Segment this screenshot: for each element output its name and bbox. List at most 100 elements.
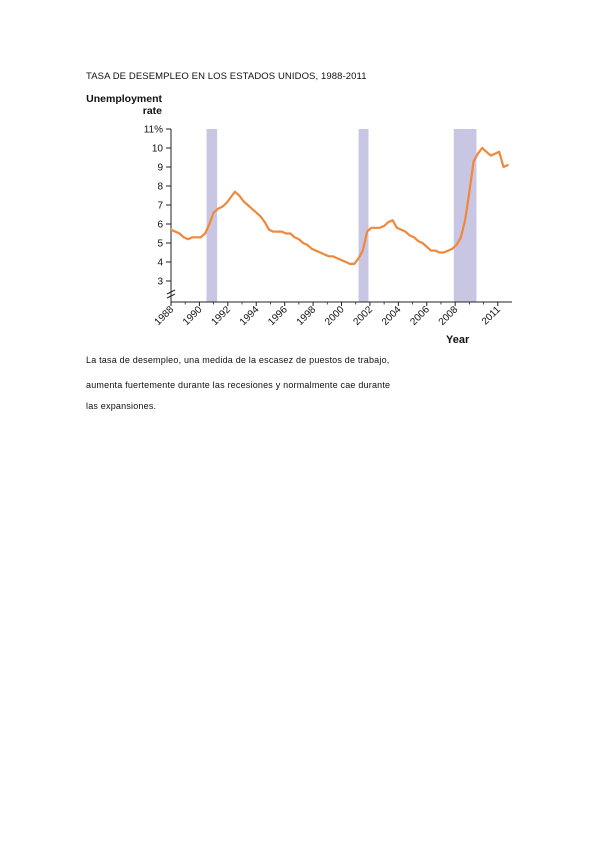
- data-point: [311, 248, 313, 250]
- data-point: [213, 212, 215, 214]
- data-point: [379, 227, 381, 229]
- data-point: [464, 219, 466, 221]
- data-point: [208, 223, 210, 225]
- data-point: [421, 242, 424, 244]
- data-point: [455, 244, 458, 246]
- data-point: [183, 236, 185, 238]
- x-tick-label: 2011: [480, 304, 503, 327]
- data-point: [447, 250, 449, 252]
- x-axis-label: Year: [446, 334, 470, 346]
- y-tick-label: 3: [157, 277, 163, 288]
- x-tick-label: 1998: [295, 304, 319, 328]
- y-tick-label: 9: [157, 163, 163, 174]
- x-tick-label: 2002: [352, 304, 376, 328]
- data-point: [451, 248, 453, 250]
- x-tick-label: 2006: [408, 304, 432, 328]
- data-point: [306, 244, 308, 246]
- axis-break-mark: [166, 293, 176, 299]
- data-point: [170, 229, 172, 231]
- data-point: [396, 227, 398, 229]
- y-axis-label: Unemployment rate: [86, 93, 162, 117]
- data-point: [251, 208, 253, 210]
- data-point: [473, 160, 475, 162]
- data-point: [238, 194, 240, 197]
- y-tick-label: 8: [157, 182, 163, 193]
- y-tick-label: 5: [157, 239, 163, 250]
- data-point: [400, 229, 402, 231]
- data-point: [507, 164, 509, 166]
- y-tick-label: 11%: [144, 125, 163, 136]
- x-tick-label: 1992: [209, 304, 233, 328]
- data-point: [430, 250, 432, 252]
- data-point: [323, 253, 326, 255]
- data-point: [409, 234, 411, 236]
- data-point: [225, 202, 228, 204]
- data-point: [178, 232, 181, 235]
- data-point: [383, 225, 385, 227]
- data-point: [289, 232, 291, 235]
- data-point: [370, 227, 372, 229]
- series-layer: [169, 146, 509, 265]
- data-point: [217, 208, 219, 210]
- data-point: [494, 153, 496, 155]
- data-point: [490, 155, 492, 157]
- data-point: [187, 238, 189, 240]
- series-line-1: [169, 146, 509, 265]
- data-point: [477, 153, 479, 155]
- y-tick-label: 4: [157, 258, 163, 269]
- data-point: [481, 147, 483, 149]
- x-tick-label: 2008: [437, 304, 461, 328]
- data-point: [353, 263, 355, 265]
- x-tick-label: 2000: [323, 304, 347, 328]
- data-point: [485, 151, 488, 153]
- data-point: [498, 151, 500, 153]
- data-point: [294, 236, 296, 238]
- data-point: [502, 166, 505, 168]
- data-point: [345, 261, 347, 263]
- data-point: [362, 250, 364, 252]
- data-point: [234, 191, 236, 193]
- recession-bands: [206, 129, 477, 302]
- data-point: [460, 236, 462, 238]
- data-point: [259, 215, 262, 217]
- data-point: [340, 259, 343, 261]
- data-point: [443, 251, 445, 254]
- data-point: [242, 200, 245, 202]
- x-tick-label: 2004: [380, 304, 404, 328]
- data-point: [268, 229, 270, 231]
- data-point: [204, 232, 206, 235]
- caption-line-2: aumenta fuertemente durante las recesion…: [86, 380, 391, 390]
- x-tick-label: 1996: [266, 304, 290, 328]
- caption-line-1: La tasa de desempleo, una medida de la e…: [86, 355, 390, 365]
- caption-line-3: las expansiones.: [86, 401, 157, 411]
- data-point: [230, 196, 232, 198]
- data-point: [434, 250, 436, 252]
- data-point: [438, 251, 441, 254]
- axes: 11% 10 9 8 7 6 5 4 3 1988 1990 1992 1994 1996 1998 2000…: [144, 125, 512, 328]
- x-tick-label: 1994: [238, 304, 262, 328]
- data-point: [200, 236, 202, 238]
- data-point: [404, 231, 407, 233]
- data-point: [413, 236, 415, 238]
- data-point: [191, 236, 193, 238]
- x-tick-label: 1990: [181, 304, 205, 328]
- data-point: [366, 231, 368, 233]
- data-point: [247, 204, 249, 206]
- data-point: [319, 251, 321, 254]
- x-tick-label: 1988: [153, 304, 177, 328]
- data-point: [357, 257, 360, 259]
- chart-title: TASA DE DESEMPLEO EN LOS ESTADOS UNIDOS,…: [86, 71, 367, 82]
- data-point: [392, 219, 394, 221]
- data-point: [298, 238, 300, 240]
- y-tick-label: 10: [152, 144, 164, 155]
- data-point: [174, 231, 176, 233]
- data-point: [276, 231, 279, 233]
- data-point: [302, 242, 304, 244]
- data-point: [387, 221, 389, 223]
- data-point: [375, 227, 377, 229]
- data-point: [332, 255, 334, 257]
- recession-band-2: [358, 129, 369, 302]
- axis-break-mark: [166, 289, 176, 295]
- data-point: [315, 250, 317, 252]
